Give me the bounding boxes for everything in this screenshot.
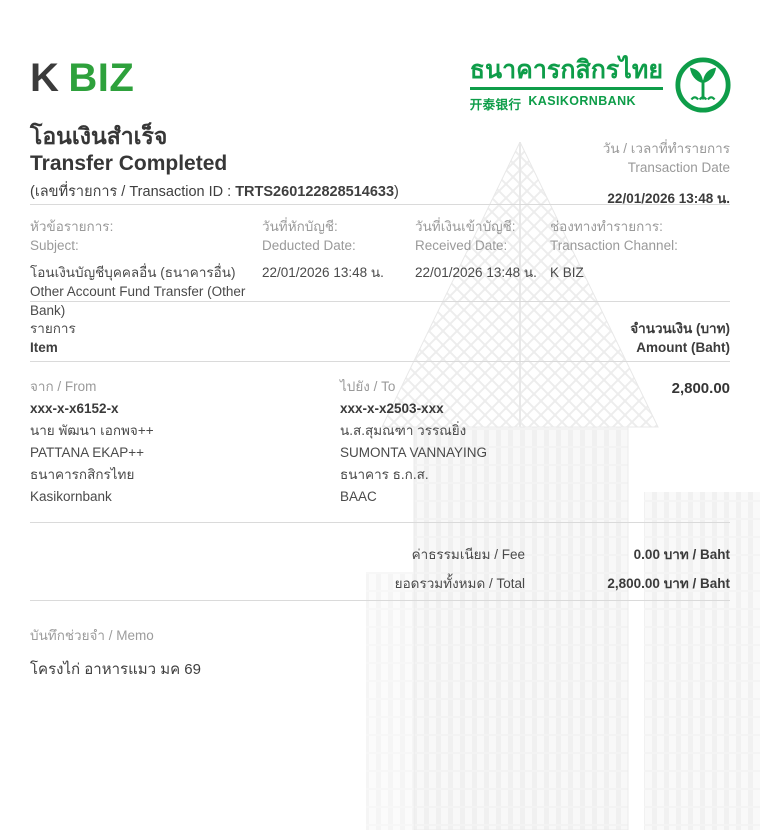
amount-label-thai: จำนวนเงิน (บาท) [630, 321, 730, 336]
received-date-label-english: Received Date: [415, 238, 508, 253]
kbiz-logo-biz: BIZ [68, 56, 135, 100]
fee-value: 0.00 บาท / Baht [633, 547, 730, 562]
subject-value-english: Other Account Fund Transfer (Other Bank) [30, 284, 246, 318]
channel-label-english: Transaction Channel: [550, 238, 678, 253]
sender-block: จาก / From xxx-x-x6152-x นาย พัฒนา เอกพจ… [30, 376, 154, 508]
memo-block: บันทึกช่วยจำ / Memo โครงไก่ อาหารแมว มค … [30, 624, 201, 681]
received-date-cell: วันที่เงินเข้าบัญชี: Received Date: 22/0… [415, 217, 550, 320]
subject-cell: หัวข้อรายการ: Subject: โอนเงินบัญชีบุคคล… [30, 217, 262, 320]
fee-label: ค่าธรรมเนียม / Fee [411, 547, 525, 562]
from-bank-english: Kasikornbank [30, 489, 112, 504]
receipt-title: โอนเงินสำเร็จ Transfer Completed (เลขที่… [30, 122, 399, 203]
rice-sprout-icon [675, 57, 731, 113]
received-date-label-thai: วันที่เงินเข้าบัญชี: [415, 219, 516, 234]
transaction-id-suffix: ) [394, 184, 399, 200]
channel-label-thai: ช่องทางทำรายการ: [550, 219, 663, 234]
title-english: Transfer Completed [30, 152, 228, 175]
transaction-id-prefix: (เลขที่รายการ / Transaction ID : [30, 184, 236, 200]
kbiz-logo: K BIZ [30, 56, 134, 101]
divider [30, 522, 730, 523]
recipient-block: ไปยัง / To xxx-x-x2503-xxx น.ส.สุมณฑา วร… [340, 376, 487, 508]
to-bank-english: BAAC [340, 489, 377, 504]
bank-name-chinese: 开泰银行 [469, 98, 522, 113]
kbiz-logo-k: K [30, 56, 60, 100]
transaction-date-label-english: Transaction Date [627, 160, 730, 175]
transaction-id-value: TRTS260122828514633 [235, 184, 395, 200]
deducted-date-cell: วันที่หักบัญชี: Deducted Date: 22/01/202… [262, 217, 415, 320]
to-name-english: SUMONTA VANNAYING [340, 445, 488, 460]
transfer-amount: 2,800.00 [671, 380, 730, 397]
to-label: ไปยัง / To [340, 379, 396, 394]
from-account-number: xxx-x-x6152-x [30, 401, 119, 416]
memo-value: โครงไก่ อาหารแมว มค 69 [30, 661, 201, 678]
channel-value: K BIZ [550, 265, 584, 280]
channel-cell: ช่องทางทำรายการ: Transaction Channel: K … [550, 217, 730, 320]
to-account-number: xxx-x-x2503-xxx [340, 401, 444, 416]
total-value: 2,800.00 บาท / Baht [607, 576, 730, 591]
subject-label-english: Subject: [30, 238, 79, 253]
from-name-english: PATTANA EKAP++ [30, 445, 145, 460]
item-label-thai: รายการ [30, 321, 76, 336]
divider [30, 204, 730, 205]
total-label: ยอดรวมทั้งหมด / Total [394, 576, 525, 591]
transaction-details-grid: หัวข้อรายการ: Subject: โอนเงินบัญชีบุคคล… [30, 217, 730, 320]
deducted-date-label-english: Deducted Date: [262, 238, 356, 253]
subject-value-thai: โอนเงินบัญชีบุคคลอื่น (ธนาคารอื่น) [30, 265, 236, 280]
divider [30, 361, 730, 362]
bank-name-english: KASIKORNBANK [528, 94, 636, 109]
subject-value: โอนเงินบัญชีบุคคลอื่น (ธนาคารอื่น) Other… [30, 263, 262, 320]
deducted-date-label-thai: วันที่หักบัญชี: [262, 219, 338, 234]
kasikornbank-logo: ธนาคารกสิกรไทย 开泰银行 KASIKORNBANK [469, 56, 732, 114]
from-label: จาก / From [30, 379, 97, 394]
divider [30, 301, 730, 302]
amount-column-header: จำนวนเงิน (บาท) Amount (Baht) [630, 319, 730, 357]
title-thai: โอนเงินสำเร็จ [30, 123, 168, 149]
item-column-header: รายการ Item [30, 319, 76, 357]
transaction-date-label-thai: วัน / เวลาที่ทำรายการ [602, 141, 730, 156]
to-bank-thai: ธนาคาร ธ.ก.ส. [340, 467, 429, 482]
transaction-id-line: (เลขที่รายการ / Transaction ID : TRTS260… [30, 180, 399, 203]
item-label-english: Item [30, 340, 58, 355]
to-name-thai: น.ส.สุมณฑา วรรณยิ่ง [340, 423, 467, 438]
subject-label-thai: หัวข้อรายการ: [30, 219, 114, 234]
kasikornbank-logo-text: ธนาคารกสิกรไทย 开泰银行 KASIKORNBANK [469, 57, 663, 113]
bank-name-sub: 开泰银行 KASIKORNBANK [470, 94, 663, 113]
received-date-value: 22/01/2026 13:48 น. [415, 265, 537, 280]
transaction-date-value: 22/01/2026 13:48 น. [607, 191, 730, 206]
from-name-thai: นาย พัฒนา เอกพจ++ [30, 423, 154, 438]
from-bank-thai: ธนาคารกสิกรไทย [30, 467, 135, 482]
divider [30, 600, 730, 601]
bank-name-thai: ธนาคารกสิกรไทย [469, 57, 663, 91]
transaction-date-block: วัน / เวลาที่ทำรายการ Transaction Date 2… [603, 139, 730, 209]
deducted-date-value: 22/01/2026 13:48 น. [262, 265, 384, 280]
totals-block: ค่าธรรมเนียม / Fee 0.00 บาท / Baht ยอดรว… [395, 543, 730, 594]
memo-label: บันทึกช่วยจำ / Memo [30, 628, 154, 643]
amount-label-english: Amount (Baht) [636, 340, 730, 355]
